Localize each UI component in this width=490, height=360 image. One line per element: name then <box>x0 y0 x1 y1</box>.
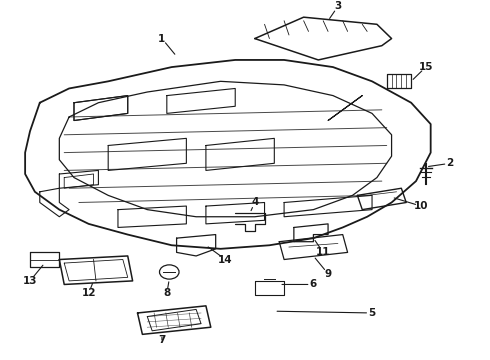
Text: 15: 15 <box>418 62 433 72</box>
Text: 1: 1 <box>158 33 166 44</box>
Text: 8: 8 <box>163 288 171 298</box>
Text: 10: 10 <box>414 201 428 211</box>
Text: 12: 12 <box>81 288 96 298</box>
Text: 2: 2 <box>446 158 454 168</box>
Text: 4: 4 <box>251 198 258 207</box>
Text: 7: 7 <box>158 335 166 345</box>
Text: 6: 6 <box>310 279 317 289</box>
Text: 5: 5 <box>368 308 376 318</box>
Text: 14: 14 <box>218 255 233 265</box>
Text: 11: 11 <box>316 247 330 257</box>
Text: 9: 9 <box>324 269 332 279</box>
Text: 3: 3 <box>334 1 342 12</box>
Text: 13: 13 <box>23 276 37 286</box>
